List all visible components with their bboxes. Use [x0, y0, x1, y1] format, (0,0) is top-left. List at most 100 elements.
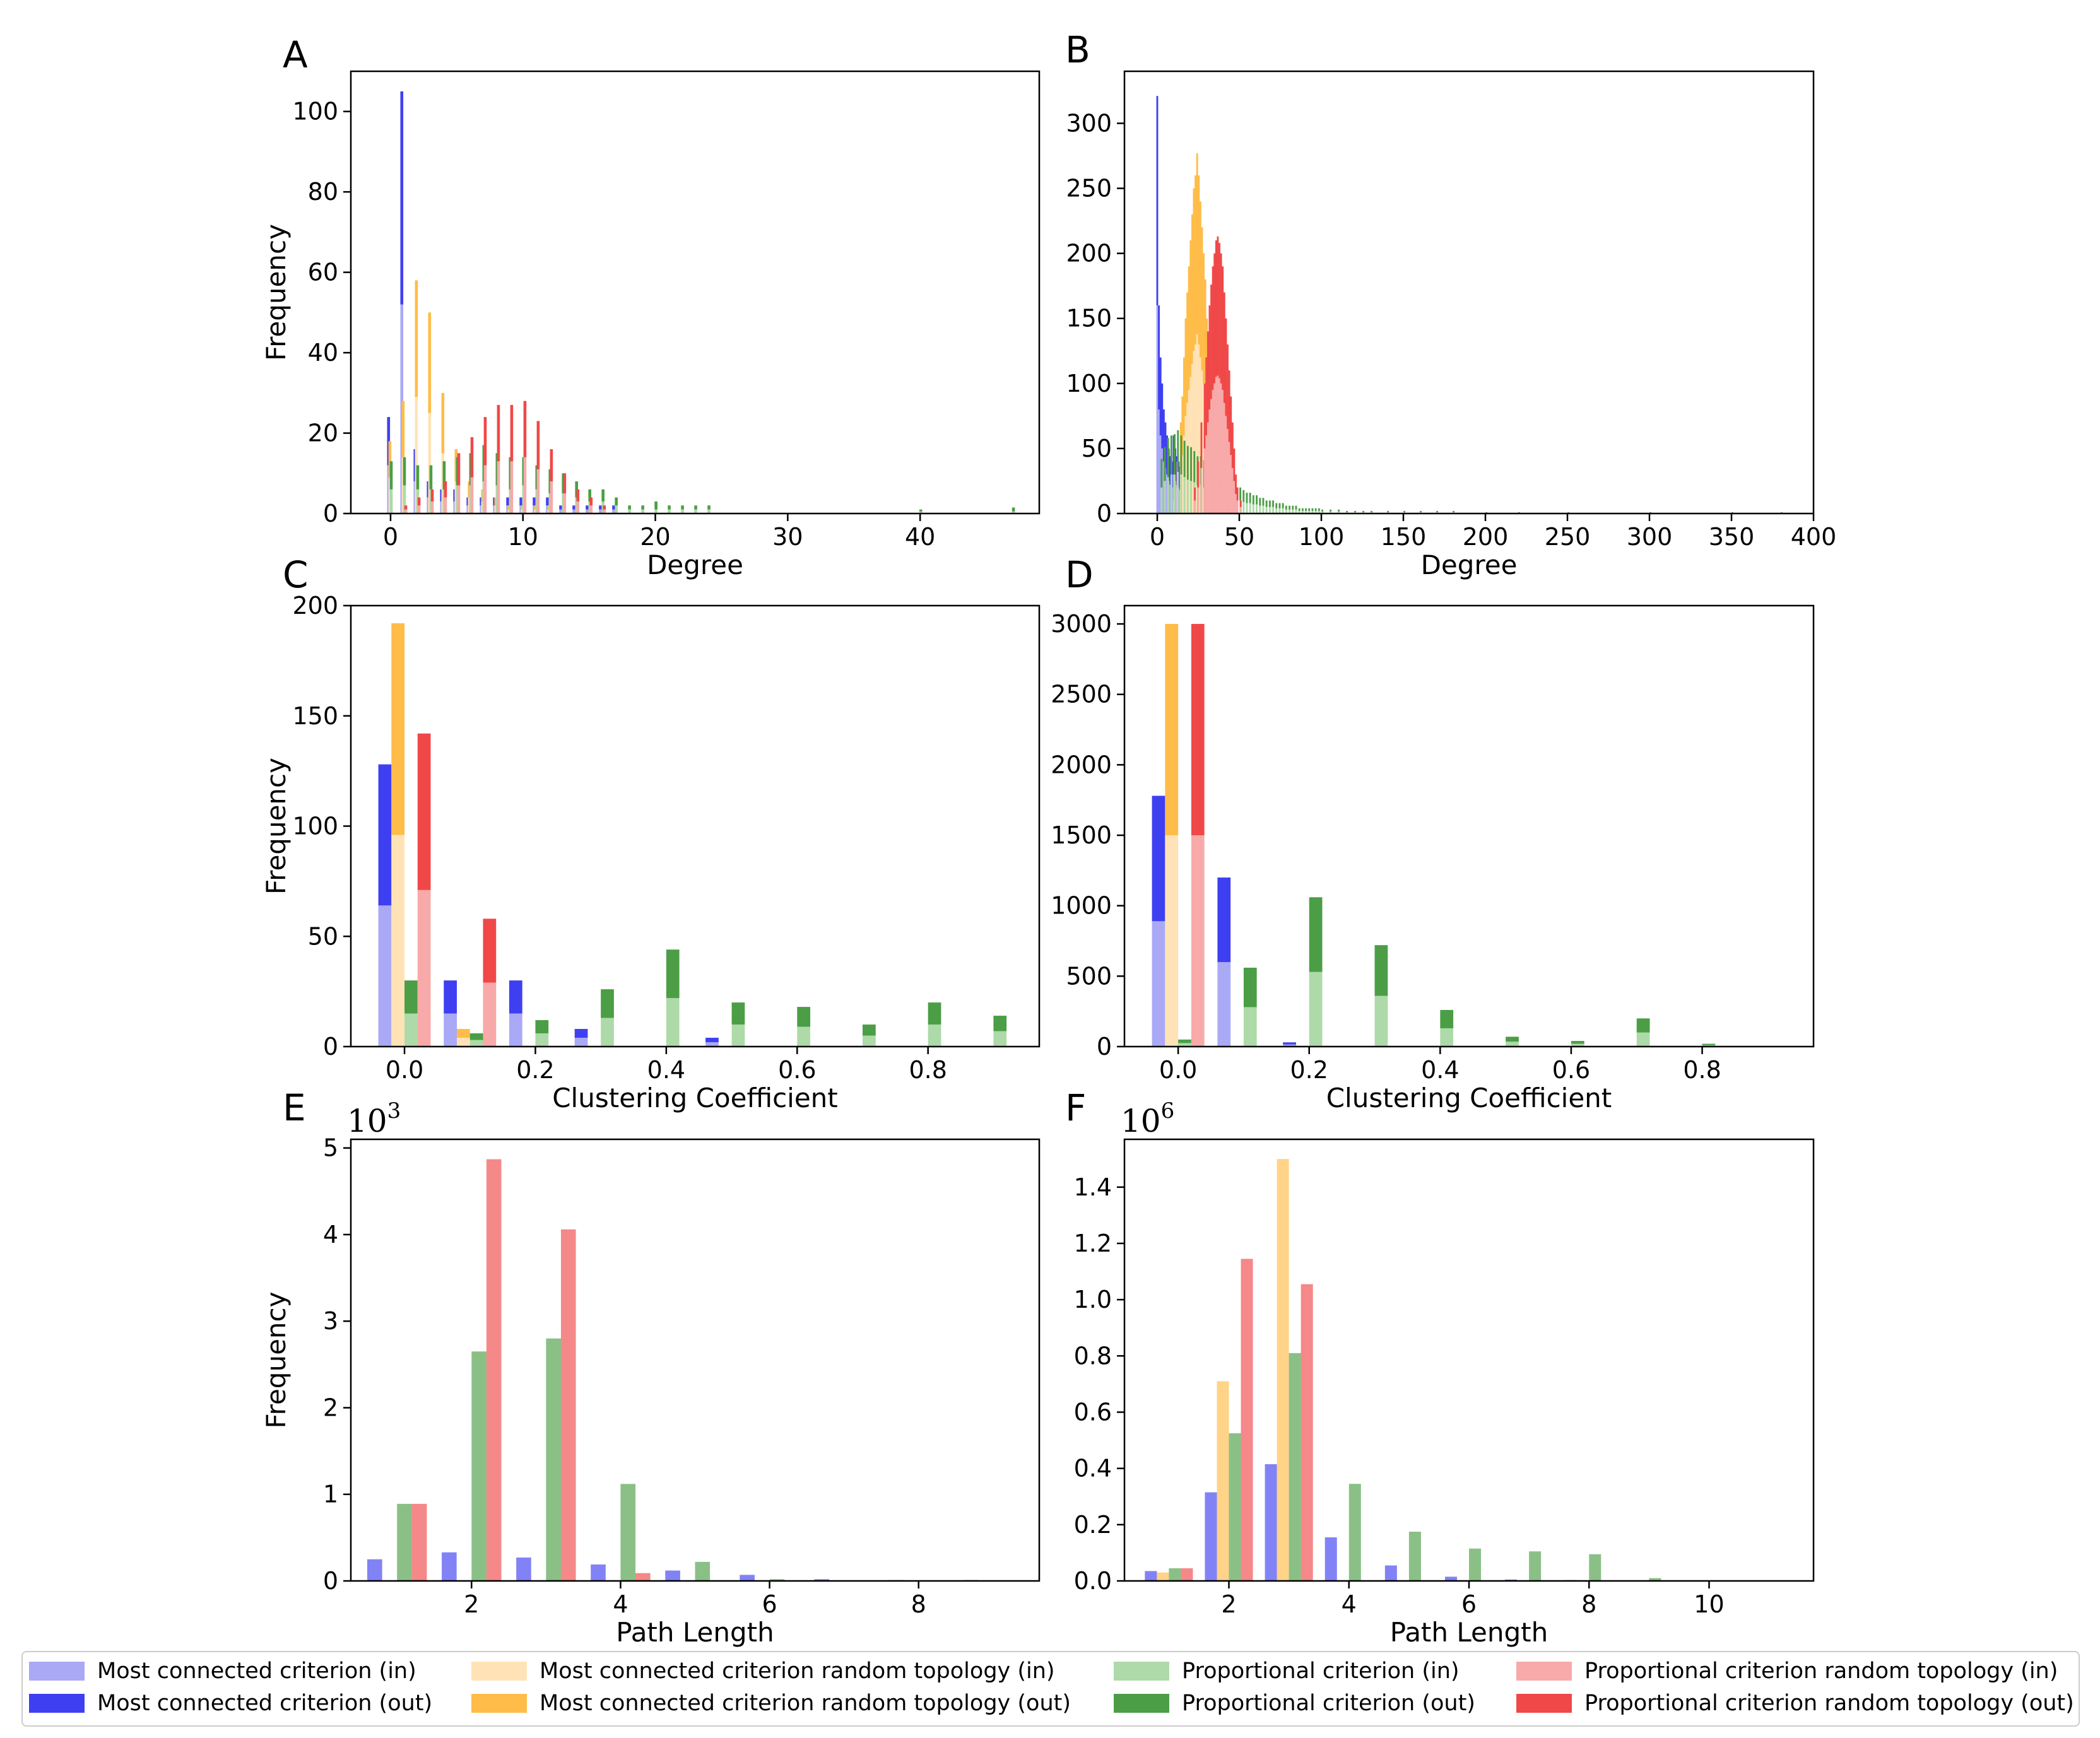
bar-propr-out	[563, 473, 567, 494]
x-axis-label: Degree	[647, 549, 743, 580]
bar-prop-out	[1298, 508, 1301, 511]
bar-prop-in	[797, 1026, 811, 1047]
bar-prop-in	[1272, 507, 1274, 514]
bar-propr	[1241, 1259, 1253, 1581]
x-tick-label: 6	[762, 1590, 777, 1618]
bar-propr-in	[1200, 467, 1203, 514]
bar-mcr-out	[1198, 175, 1200, 344]
bar-prop-out	[1012, 507, 1015, 512]
bar-propr	[1181, 1568, 1193, 1581]
x-tick-label: 0.6	[778, 1056, 816, 1084]
bar-prop-out	[1292, 505, 1294, 510]
bar-prop-in	[1275, 508, 1278, 514]
bar-prop-in	[535, 1033, 549, 1047]
bar-prop	[769, 1579, 785, 1581]
bar-mc-in	[1152, 921, 1165, 1047]
y-tick-label: 0	[323, 1567, 338, 1595]
bar-prop-out	[1249, 493, 1251, 503]
bar-propr-in	[1225, 416, 1227, 514]
bar-mc	[367, 1559, 382, 1581]
x-tick-label: 0	[383, 523, 398, 551]
y-axis-label: Frequency	[261, 1292, 292, 1429]
legend: Most connected criterion (in) Most conne…	[21, 1651, 2080, 1727]
bar-propr-out	[536, 421, 540, 469]
bar-prop-out	[681, 505, 684, 510]
bar-propr-in	[404, 509, 408, 514]
bar-prop-out	[1190, 447, 1192, 481]
bar-prop-in	[1374, 995, 1388, 1047]
bar-mc	[591, 1564, 606, 1581]
bar-propr-in	[1197, 487, 1200, 514]
bar-prop-in	[1265, 507, 1268, 514]
bar-prop-out	[1346, 510, 1348, 512]
legend-swatch	[471, 1694, 527, 1713]
bar-prop-in	[1249, 503, 1251, 514]
bar-propr-in	[1228, 442, 1230, 514]
bar-mcr-out	[1184, 318, 1187, 416]
bar-mcr-out	[1203, 253, 1205, 384]
y-tick-label: 20	[308, 420, 338, 447]
bar-mcr-in	[1193, 351, 1195, 514]
bar-mc-out	[1172, 435, 1175, 475]
bar-propr-out	[1210, 285, 1212, 399]
bar-mc-out	[1152, 796, 1165, 922]
bar-prop-out	[1278, 503, 1281, 508]
legend-item-propr-out: Proportional criterion random topology (…	[1516, 1691, 2074, 1716]
x-axis-label: Degree	[1421, 549, 1518, 580]
bar-mc	[1384, 1565, 1397, 1581]
bar-prop-out	[1371, 510, 1372, 512]
bar-prop-out	[1259, 498, 1261, 506]
bar-mcr-in	[428, 413, 432, 514]
bar-prop-in	[1262, 505, 1265, 514]
bar-propr-out	[1222, 266, 1224, 390]
bar-prop	[695, 1561, 711, 1581]
y-tick-label: 100	[292, 813, 338, 840]
bar-prop-in	[1289, 509, 1290, 514]
bar-propr-in	[1227, 428, 1229, 514]
bar-propr-out	[1206, 331, 1209, 423]
bar-prop-out	[403, 457, 406, 486]
bar-prop-in	[1246, 503, 1248, 514]
x-tick-label: 0.4	[1421, 1056, 1459, 1084]
bar-propr-in	[1212, 390, 1214, 514]
bar-mc-out	[586, 505, 589, 510]
bar-prop-out	[1268, 500, 1271, 507]
bar-propr-in	[1205, 435, 1208, 514]
bar-prop-out	[588, 489, 592, 502]
bar-prop	[1469, 1548, 1482, 1581]
bar-propr-in	[1213, 383, 1216, 514]
y-tick-label: 0.0	[1074, 1567, 1112, 1595]
legend-item-propr-in: Proportional criterion random topology (…	[1516, 1659, 2058, 1684]
bar-propr-in	[1215, 377, 1217, 514]
bar-prop-out	[1285, 505, 1287, 510]
bar-prop-in	[1256, 504, 1258, 514]
bar-mc-out	[1161, 383, 1164, 449]
bar-prop	[1589, 1554, 1602, 1581]
bar-prop-in	[1252, 504, 1254, 514]
legend-item-mc-in: Most connected criterion (in)	[29, 1659, 416, 1684]
x-tick-label: 150	[1381, 523, 1427, 551]
bar-propr-in	[523, 457, 527, 514]
bar-prop-in	[1259, 505, 1261, 514]
bar-prop-out	[1311, 508, 1314, 511]
bar-mcr-out	[1183, 357, 1185, 436]
x-axis-label: Clustering Coefficient	[552, 1083, 838, 1113]
bar-prop-out	[641, 505, 644, 510]
bar-prop-in	[666, 998, 680, 1047]
panel-label: D	[1065, 553, 1094, 596]
bar-prop-in	[1177, 472, 1179, 514]
bar-prop-out	[1309, 897, 1323, 972]
bar-prop-out	[1518, 512, 1520, 513]
legend-swatch	[1114, 1662, 1169, 1681]
bar-propr-in	[1191, 835, 1205, 1047]
bar-mcr-out	[415, 280, 418, 397]
y-tick-label: 300	[1066, 109, 1112, 137]
x-tick-label: 10	[508, 523, 538, 551]
bar-prop-out	[1318, 508, 1320, 511]
y-tick-label: 3	[323, 1307, 338, 1335]
bar-prop	[397, 1503, 412, 1581]
bar-mc-out	[1164, 422, 1167, 468]
bar-propr-in	[536, 469, 540, 514]
bar-propr-in	[1231, 467, 1234, 514]
